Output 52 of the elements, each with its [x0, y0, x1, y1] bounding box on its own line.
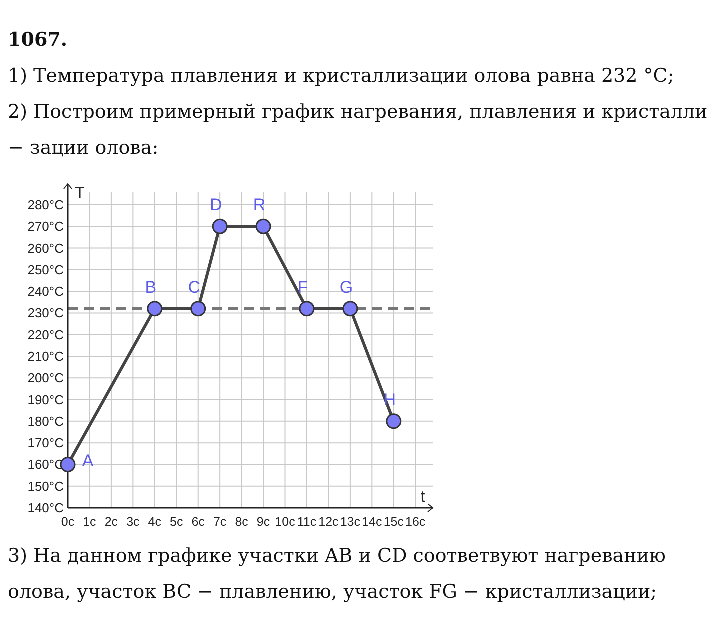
x-tick-label: 15c [384, 515, 404, 529]
annotation: R [253, 196, 266, 215]
y-tick-label: 190°C [28, 392, 64, 408]
y-tick-label: 230°C [28, 306, 64, 321]
x-axis-title: t [420, 489, 426, 506]
y-tick-label: 220°C [28, 327, 64, 342]
y-tick-label: 280°C [28, 197, 64, 212]
x-tick-label: 16c [406, 515, 426, 529]
point [256, 218, 272, 234]
x-tick-label: 11c [297, 515, 317, 529]
annotation: B [145, 278, 157, 297]
x-tick-label: 2c [104, 515, 118, 529]
y-tick-label: 260°C [28, 240, 64, 256]
y-tick-label: 270°C [28, 219, 64, 234]
annotation: F [298, 278, 308, 297]
y-tick-label: 140°C [28, 500, 64, 516]
x-tick-label: 3c [126, 515, 140, 529]
x-tick-label: 0c [61, 515, 75, 529]
point [147, 301, 163, 317]
text: 3) На данном графике участки AB и CD соответвуют нагреванию олова, участок BC − плавлению, участок FG − кристаллизации; [8, 544, 667, 605]
y-tick-label: 200°C [28, 370, 64, 386]
x-tick-label: 10c [275, 515, 296, 529]
y-tick-label: 170°C [28, 436, 64, 451]
x-tick-label: 4c [148, 515, 162, 529]
y-tick-label: 210°C [28, 348, 64, 364]
point [190, 301, 206, 317]
x-tick-label: 8c [235, 515, 248, 529]
x-tick-label: 14c [362, 515, 382, 529]
x-tick-label: 1c [83, 515, 96, 529]
point [342, 301, 358, 317]
point [60, 456, 76, 472]
y-tick-label: 180°C [28, 414, 64, 429]
chart-title: 1067. [8, 28, 68, 53]
y-tick-label: 240°C [28, 284, 64, 300]
annotation: A [82, 452, 94, 471]
point [299, 301, 315, 317]
point [212, 218, 228, 234]
annotation: C [188, 278, 200, 297]
y-tick-label: 250°C [28, 262, 64, 278]
y-tick-label: 150°C [28, 478, 64, 494]
x-tick-label: 12c [318, 515, 339, 529]
chart-subtitle: 1) Температура плавления и кристаллизации олова равна 232 °C; [8, 64, 676, 89]
point [386, 414, 402, 430]
x-tick-label: 13c [340, 515, 361, 529]
text: 2) Построим примерный график нагревания, плавления и кристалли − зации олова: [8, 100, 708, 161]
x-tick-label: 6c [192, 515, 205, 529]
y-axis-title: T [75, 185, 86, 202]
x-tick-label: 9c [256, 515, 270, 529]
annotation: D [210, 196, 222, 215]
annotation: G [340, 278, 354, 297]
x-tick-label: 7c [213, 515, 227, 529]
x-tick-label: 5c [170, 515, 184, 529]
